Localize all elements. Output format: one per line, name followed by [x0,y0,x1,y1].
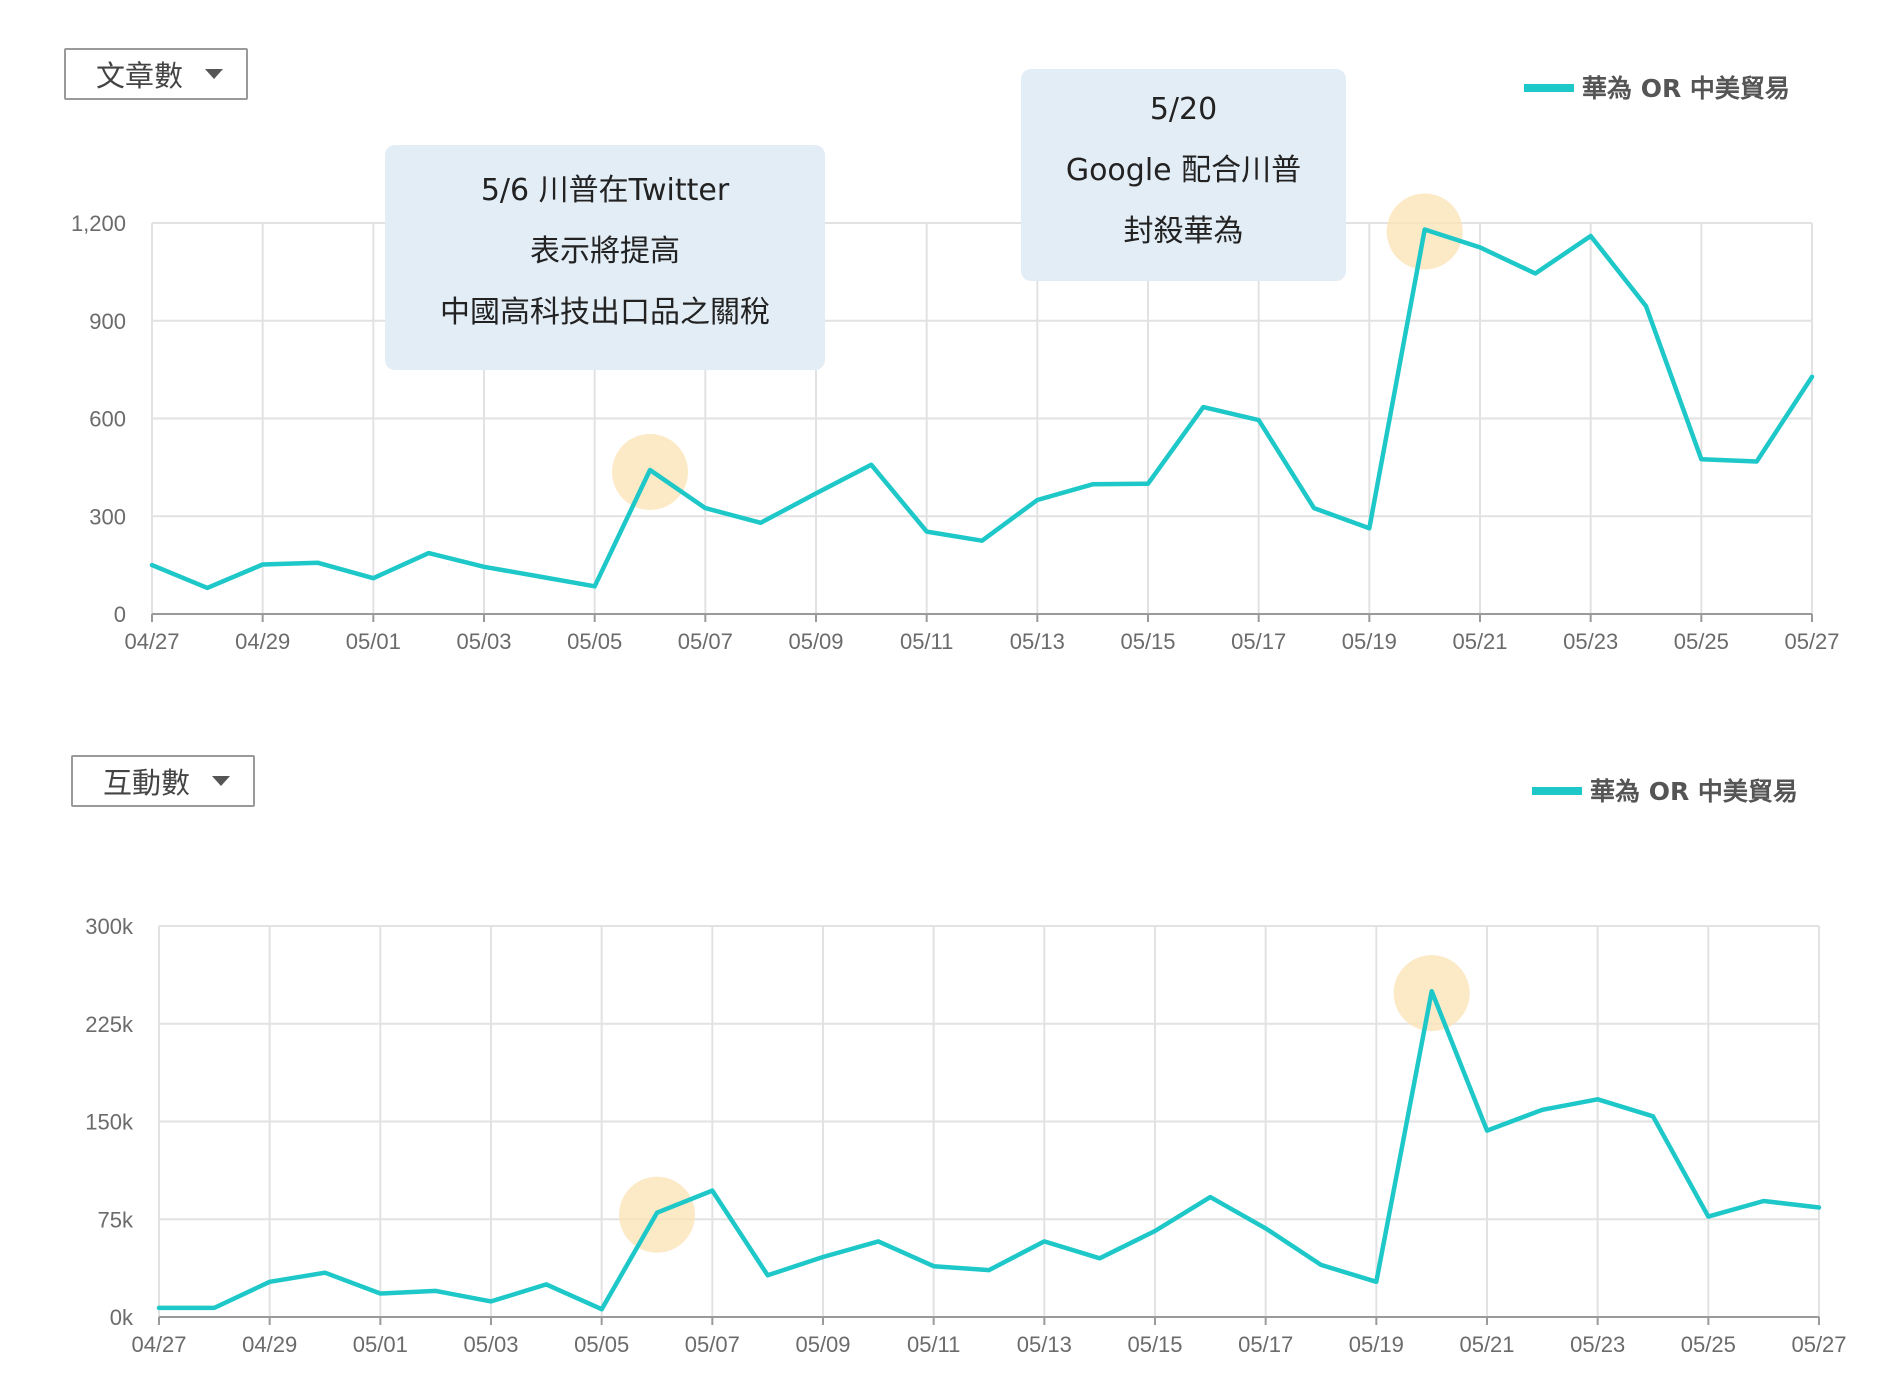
chevron-down-icon [212,776,231,786]
x-tick-label: 05/13 [1017,1332,1072,1357]
articles-chart: 0 300 600 900 1,200 04/27 04/29 05/01 05/03 05/05… [71,69,1840,654]
legend[interactable]: 華為 OR 中美貿易 [1532,777,1798,806]
x-tick-label: 05/11 [900,629,953,654]
axes: 0 300 600 900 1,200 04/27 04/29 05/01 05/03 05/05… [71,211,1840,654]
x-tick-label: 04/27 [124,629,179,654]
x-tick-label: 05/23 [1570,1332,1625,1357]
annotation-text: 表示將提高 [530,234,680,269]
series-layer [149,227,1815,591]
metric-dropdown-interactions[interactable]: 互動數 [71,755,255,807]
x-tick-label: 05/19 [1342,629,1397,654]
legend-label[interactable]: 華為 OR 中美貿易 [1590,777,1798,806]
annotation-box [1021,69,1346,281]
x-tick-label: 05/09 [795,1332,850,1357]
x-tick-label: 05/07 [685,1332,740,1357]
x-tick-label: 05/25 [1674,629,1729,654]
metric-dropdown-label: 文章數 [96,59,184,93]
x-tick-label: 05/05 [574,1332,629,1357]
x-tick-label: 05/01 [346,629,401,654]
x-tick-label: 05/27 [1791,1332,1846,1357]
x-tick-label: 05/25 [1681,1332,1736,1357]
legend-label[interactable]: 華為 OR 中美貿易 [1582,74,1790,103]
x-tick-label: 04/27 [131,1332,186,1357]
annotation-box [385,145,825,370]
x-tick-label: 05/13 [1010,629,1065,654]
series-line [149,227,1815,591]
metric-dropdown-articles[interactable]: 文章數 [64,48,248,100]
x-tick-label: 05/05 [567,629,622,654]
x-tick-label: 04/29 [242,1332,297,1357]
y-tick-label: 1,200 [71,211,126,236]
annotation-text: 5/20 [1150,92,1217,127]
grid-lines [158,925,1820,1318]
x-tick-label: 05/17 [1231,629,1286,654]
x-tick-label: 05/19 [1349,1332,1404,1357]
legend-swatch [1532,787,1582,795]
x-tick-label: 05/21 [1459,1332,1514,1357]
x-tick-label: 05/09 [788,629,843,654]
series-layer [156,988,1822,1312]
series-line [156,988,1822,1312]
y-tick-label: 150k [85,1110,134,1135]
x-tick-label: 05/07 [678,629,733,654]
metric-dropdown-label: 互動數 [103,766,191,800]
chevron-down-icon [205,69,224,79]
legend-swatch [1524,84,1574,92]
y-tick-label: 225k [85,1012,134,1037]
x-tick-label: 05/27 [1784,629,1839,654]
annotation-text: Google 配合川普 [1066,153,1301,188]
x-tick-label: 05/21 [1452,629,1507,654]
y-tick-label: 600 [89,407,126,432]
y-tick-label: 0k [110,1305,134,1330]
x-tick-label: 05/01 [353,1332,408,1357]
x-tick-label: 05/15 [1127,1332,1182,1357]
y-tick-label: 300k [85,914,134,939]
y-tick-label: 0 [114,602,126,627]
x-tick-label: 05/15 [1120,629,1175,654]
annotation-text: 中國高科技出口品之關稅 [440,295,770,330]
legend[interactable]: 華為 OR 中美貿易 [1524,74,1790,103]
x-tick-label: 05/23 [1563,629,1618,654]
x-tick-label: 04/29 [235,629,290,654]
axes: 0k 75k 150k 225k 300k 04/27 04/29 05/01 05/03 05/… [85,914,1846,1357]
interactions-chart: 0k 75k 150k 225k 300k 04/27 04/29 05/01 05/03 05/… [85,777,1846,1357]
annotation-text: 封殺華為 [1124,214,1244,249]
x-tick-label: 05/03 [463,1332,518,1357]
y-tick-label: 300 [89,504,126,529]
x-tick-label: 05/03 [456,629,511,654]
y-tick-label: 75k [98,1207,134,1232]
x-tick-label: 05/11 [907,1332,960,1357]
annotation-text: 5/6 川普在Twitter [481,173,730,208]
y-tick-label: 900 [89,309,126,334]
x-tick-label: 05/17 [1238,1332,1293,1357]
